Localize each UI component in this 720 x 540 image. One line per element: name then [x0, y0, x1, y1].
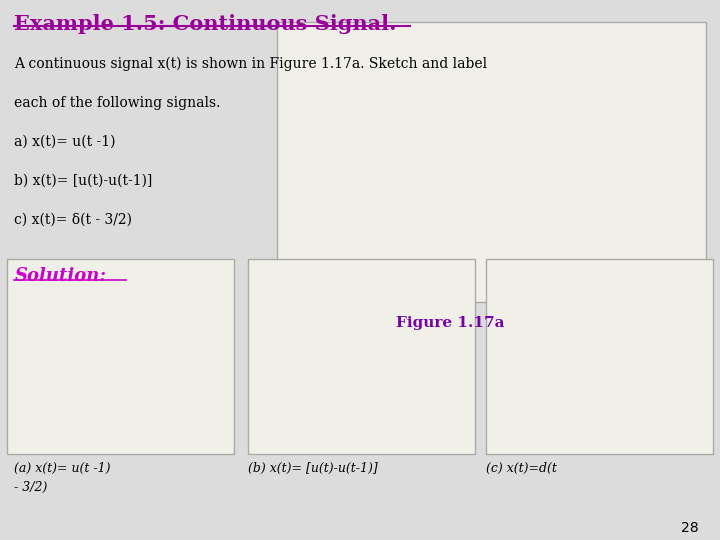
Text: A continuous signal x(t) is shown in Figure 1.17a. Sketch and label: A continuous signal x(t) is shown in Fig… — [14, 57, 487, 71]
Text: 2: 2 — [428, 90, 433, 100]
Text: 1: 1 — [97, 361, 104, 370]
Text: -1: -1 — [56, 428, 66, 437]
Text: 1: 1 — [156, 428, 162, 437]
Text: b) x(t)= [u(t)-u(t-1)]: b) x(t)= [u(t)-u(t-1)] — [14, 173, 153, 187]
Text: t: t — [692, 403, 696, 413]
Text: Solution:: Solution: — [14, 267, 107, 285]
Text: 2: 2 — [625, 271, 631, 281]
Text: 1: 1 — [428, 171, 433, 181]
Text: 2: 2 — [326, 308, 333, 318]
Text: c) x(t)= δ(t - 3/2): c) x(t)= δ(t - 3/2) — [14, 212, 132, 226]
Text: 1: 1 — [326, 361, 333, 370]
Text: t: t — [215, 403, 219, 413]
Text: Figure 1.17a: Figure 1.17a — [396, 316, 504, 330]
Text: 3/2: 3/2 — [649, 428, 665, 437]
Text: each of the following signals.: each of the following signals. — [14, 96, 221, 110]
Text: - 3/2): - 3/2) — [14, 481, 48, 494]
Text: 1: 1 — [396, 428, 402, 437]
Text: 28: 28 — [681, 521, 698, 535]
Text: Example 1.5: Continuous Signal.: Example 1.5: Continuous Signal. — [14, 14, 397, 33]
Text: x(t): x(t) — [463, 53, 480, 63]
Text: 0: 0 — [330, 428, 337, 437]
Text: t: t — [456, 403, 459, 413]
Text: t: t — [678, 239, 681, 249]
Text: 2: 2 — [97, 308, 104, 318]
Text: (b) x(t)= [u(t)-u(t-1)]: (b) x(t)= [u(t)-u(t-1)] — [248, 462, 378, 475]
Text: 1: 1 — [535, 271, 541, 281]
Text: 2: 2 — [529, 308, 536, 318]
Text: a) x(t)= u(t -1): a) x(t)= u(t -1) — [14, 134, 116, 149]
Text: 0: 0 — [534, 428, 541, 437]
Text: (c) x(t)=d(t: (c) x(t)=d(t — [486, 462, 557, 475]
Text: (a) x(t)= u(t -1): (a) x(t)= u(t -1) — [14, 462, 111, 475]
Text: -1: -1 — [354, 271, 363, 281]
